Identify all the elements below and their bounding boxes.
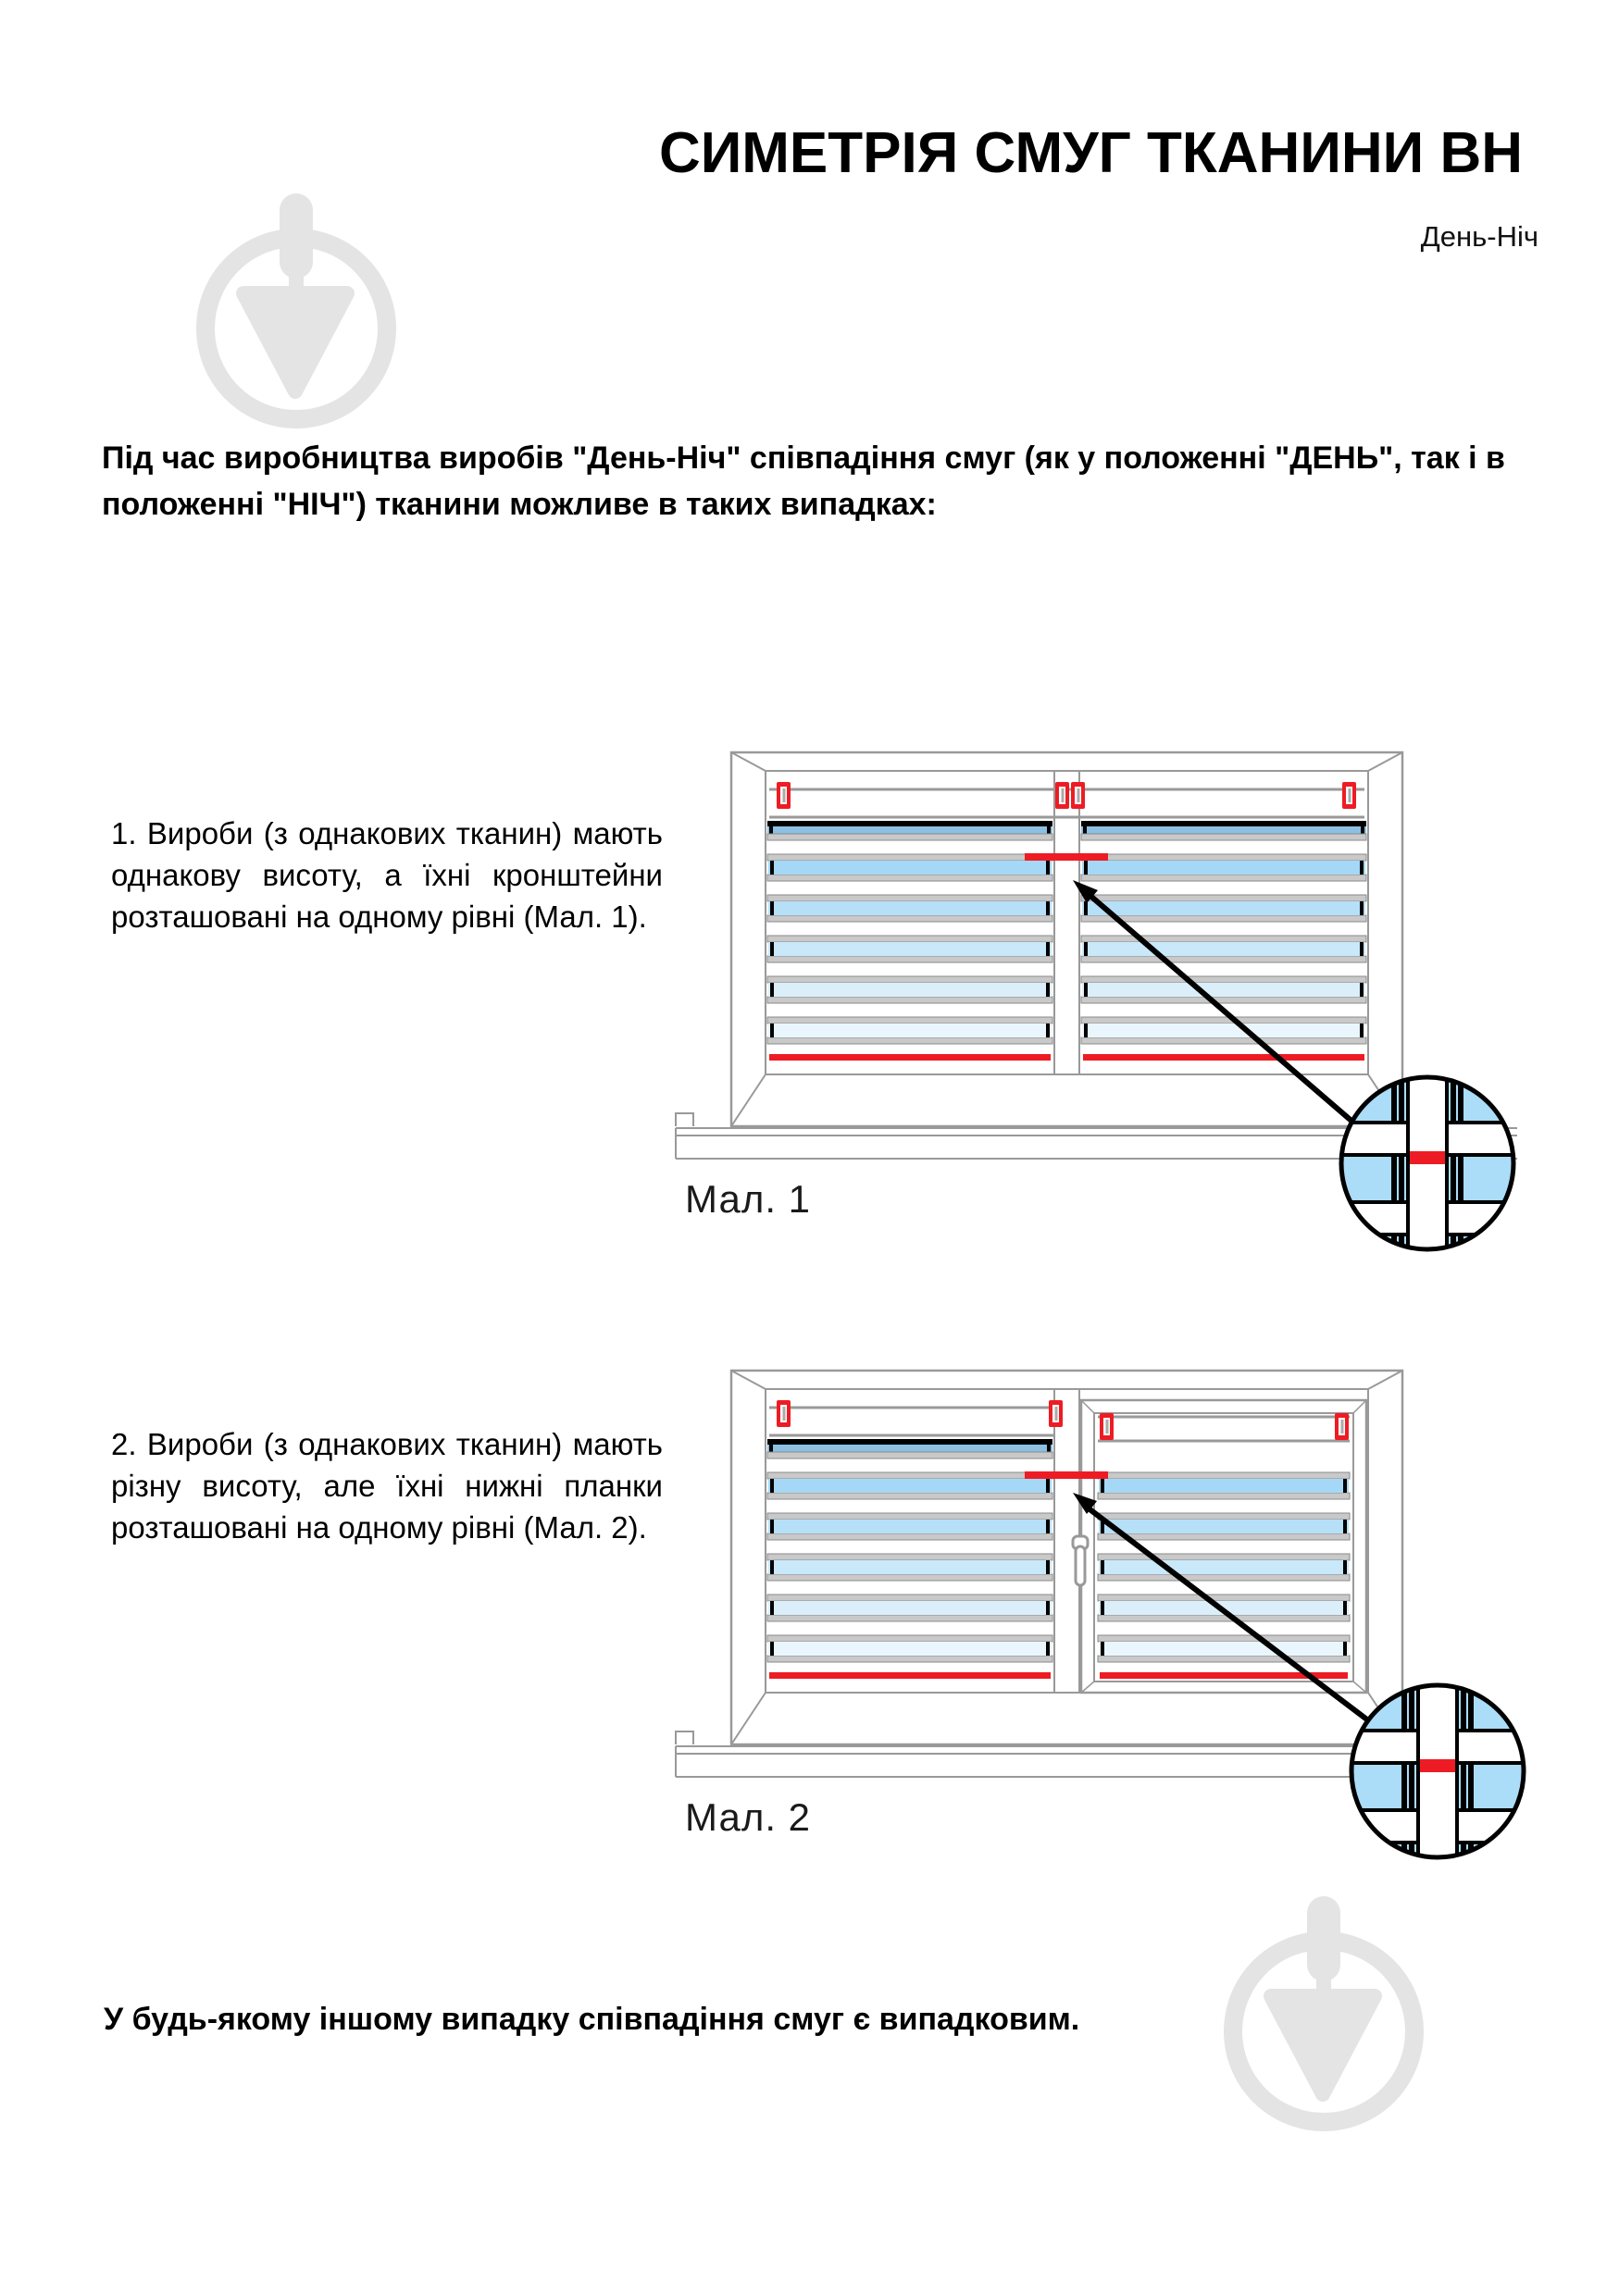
mounting-bracket <box>1335 1413 1349 1440</box>
mounting-bracket <box>1071 782 1085 809</box>
right-blind <box>1097 1471 1351 1679</box>
center-mullion <box>1053 770 1080 1075</box>
instruction-item-2: 2. Вироби (з однакових тканин) мають різ… <box>111 1427 663 1545</box>
figure-window-diagram-2 <box>675 1369 1526 1860</box>
left-blind <box>766 1439 1053 1679</box>
page-subtitle: День-Ніч <box>1420 220 1538 253</box>
figure-window-diagram-1 <box>675 751 1517 1252</box>
instruction-item-1: 1. Вироби (з однакових тканин) мають одн… <box>111 816 663 934</box>
pointer-arrow <box>1073 1493 1370 1723</box>
trowel-logo-watermark <box>196 193 396 428</box>
right-blind <box>1080 821 1367 1061</box>
magnifier-circle <box>1339 1074 1516 1252</box>
page-title: СИМЕТРІЯ СМУГ ТКАНИНИ ВН <box>658 121 1523 185</box>
sash-handle <box>1071 1534 1090 1587</box>
intro-paragraph: Під час виробництва виробів "День-Ніч" с… <box>102 441 1505 522</box>
red-level-line <box>1025 1471 1108 1479</box>
trowel-icon <box>196 193 396 428</box>
mounting-bracket <box>777 782 791 809</box>
mounting-bracket <box>1049 1400 1063 1427</box>
mounting-bracket <box>777 1400 791 1427</box>
brackets-row <box>777 782 1356 809</box>
left-blind <box>766 821 1053 1061</box>
mounting-bracket <box>1055 782 1069 809</box>
headrail <box>1098 1415 1350 1443</box>
trowel-logo-watermark <box>1224 1896 1424 2131</box>
mounting-bracket <box>1100 1413 1114 1440</box>
red-level-line <box>1025 853 1108 861</box>
figure-1-caption: Мал. 1 <box>685 1177 812 1221</box>
footer-note: У будь-якому іншому випадку співпадіння … <box>104 2002 1080 2037</box>
pointer-arrow <box>1073 880 1388 1153</box>
trowel-icon <box>1224 1896 1424 2131</box>
mounting-bracket <box>1342 782 1356 809</box>
figure-2-caption: Мал. 2 <box>685 1795 812 1839</box>
magnifier-circle <box>1349 1682 1526 1860</box>
headrail <box>769 1406 1054 1437</box>
brackets-row <box>777 1400 1349 1440</box>
